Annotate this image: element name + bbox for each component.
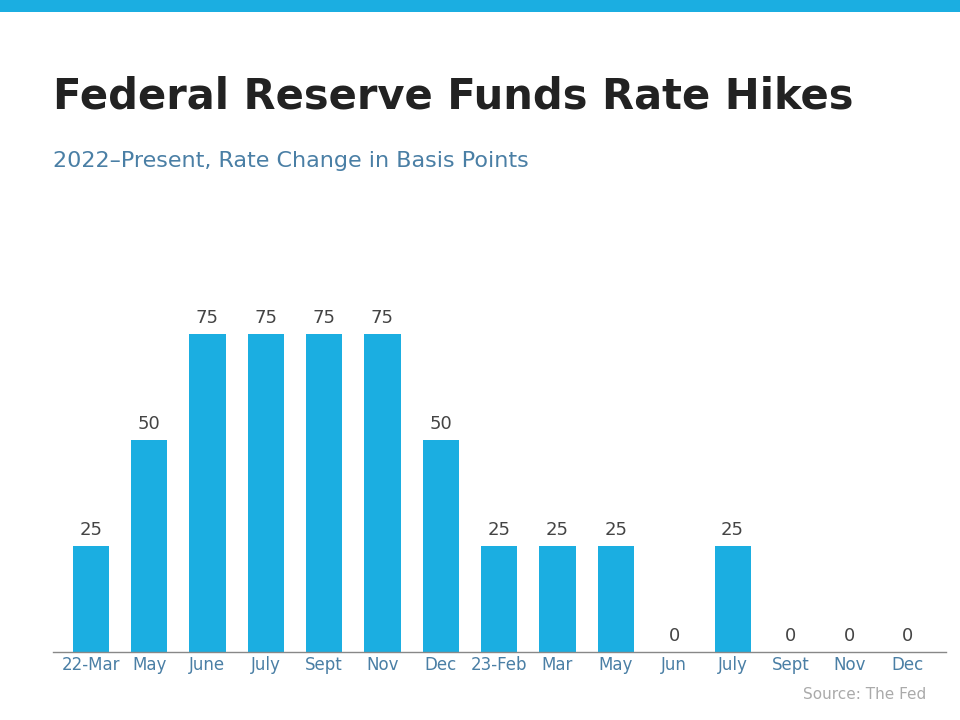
Bar: [481, 546, 517, 652]
Text: Source: The Fed: Source: The Fed: [804, 687, 926, 702]
Text: 50: 50: [429, 415, 452, 433]
Text: 0: 0: [785, 627, 797, 645]
Text: 2022–Present, Rate Change in Basis Points: 2022–Present, Rate Change in Basis Point…: [53, 151, 529, 171]
Text: 25: 25: [80, 521, 102, 539]
Text: 0: 0: [902, 627, 913, 645]
Text: 75: 75: [371, 310, 394, 327]
Text: 50: 50: [137, 415, 160, 433]
Text: 75: 75: [313, 310, 336, 327]
Bar: [598, 546, 634, 652]
Bar: [73, 546, 108, 652]
Text: 0: 0: [844, 627, 855, 645]
Bar: [422, 440, 459, 652]
Bar: [714, 546, 751, 652]
Text: 25: 25: [721, 521, 744, 539]
Text: 25: 25: [546, 521, 569, 539]
Text: 75: 75: [254, 310, 277, 327]
Text: 25: 25: [488, 521, 511, 539]
Bar: [365, 333, 400, 652]
Bar: [131, 440, 167, 652]
Text: 75: 75: [196, 310, 219, 327]
Bar: [189, 333, 226, 652]
Bar: [306, 333, 342, 652]
Text: 0: 0: [668, 627, 680, 645]
Bar: [540, 546, 576, 652]
Text: Federal Reserve Funds Rate Hikes: Federal Reserve Funds Rate Hikes: [53, 76, 853, 117]
Text: 25: 25: [605, 521, 628, 539]
Bar: [248, 333, 284, 652]
